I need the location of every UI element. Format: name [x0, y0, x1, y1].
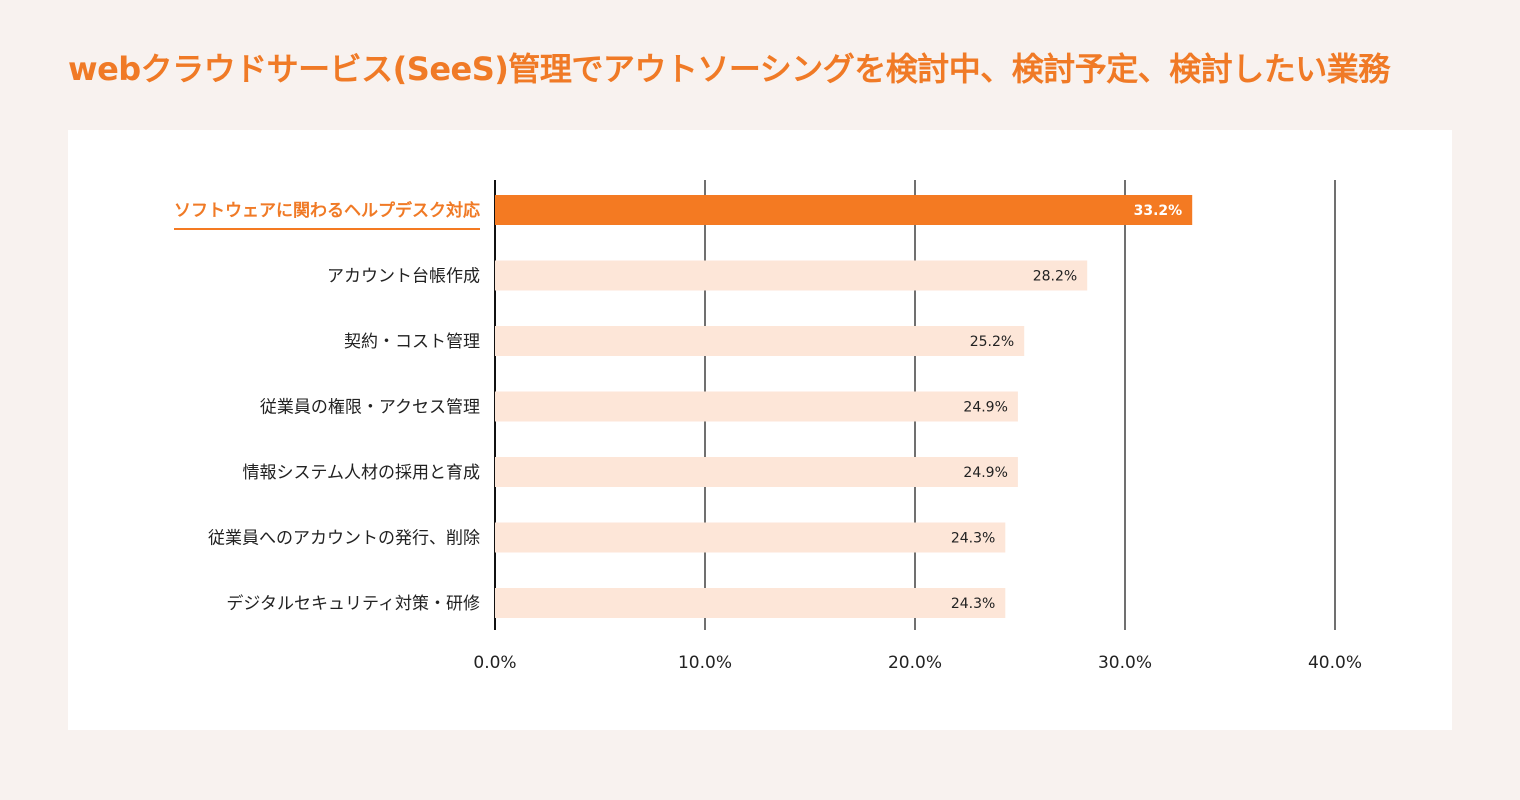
- x-tick-label: 20.0%: [888, 653, 942, 673]
- bar: [495, 260, 1088, 291]
- x-tick-label: 40.0%: [1308, 653, 1362, 673]
- bar: [495, 195, 1193, 225]
- category-label: 従業員へのアカウントの発行、削除: [208, 529, 480, 549]
- category-label: 従業員の権限・アクセス管理: [260, 398, 480, 418]
- category-label: アカウント台帳作成: [327, 267, 480, 287]
- data-label: 24.3%: [951, 596, 995, 612]
- data-label: 24.9%: [963, 465, 1007, 481]
- bar: [495, 326, 1025, 356]
- category-label: デジタルセキュリティ対策・研修: [226, 593, 480, 614]
- category-label: ソフトウェアに関わるヘルプデスク対応: [174, 200, 480, 221]
- chart-title: webクラウドサービス(SeeS)管理でアウトソーシングを検討中、検討予定、検討…: [68, 50, 1390, 88]
- x-tick-label: 10.0%: [678, 653, 732, 673]
- bar: [495, 522, 1006, 553]
- data-label: 28.2%: [1033, 269, 1077, 285]
- bar: [495, 391, 1018, 422]
- data-label: 24.3%: [951, 531, 995, 547]
- data-label: 25.2%: [970, 334, 1014, 350]
- data-label: 24.9%: [963, 400, 1007, 416]
- bar: [495, 457, 1018, 487]
- data-label: 33.2%: [1134, 203, 1183, 219]
- x-tick-label: 30.0%: [1098, 653, 1152, 673]
- category-label: 契約・コスト管理: [344, 332, 480, 352]
- bar-chart: 33.2% ソフトウェアに関わるヘルプデスク対応 28.2% アカウント台帳作成 25.…: [174, 180, 1362, 673]
- bar: [495, 588, 1006, 618]
- x-tick-label: 0.0%: [473, 653, 516, 673]
- category-label: 情報システム人材の採用と育成: [243, 463, 481, 483]
- chart-panel: 33.2% ソフトウェアに関わるヘルプデスク対応 28.2% アカウント台帳作成 25.…: [68, 130, 1452, 730]
